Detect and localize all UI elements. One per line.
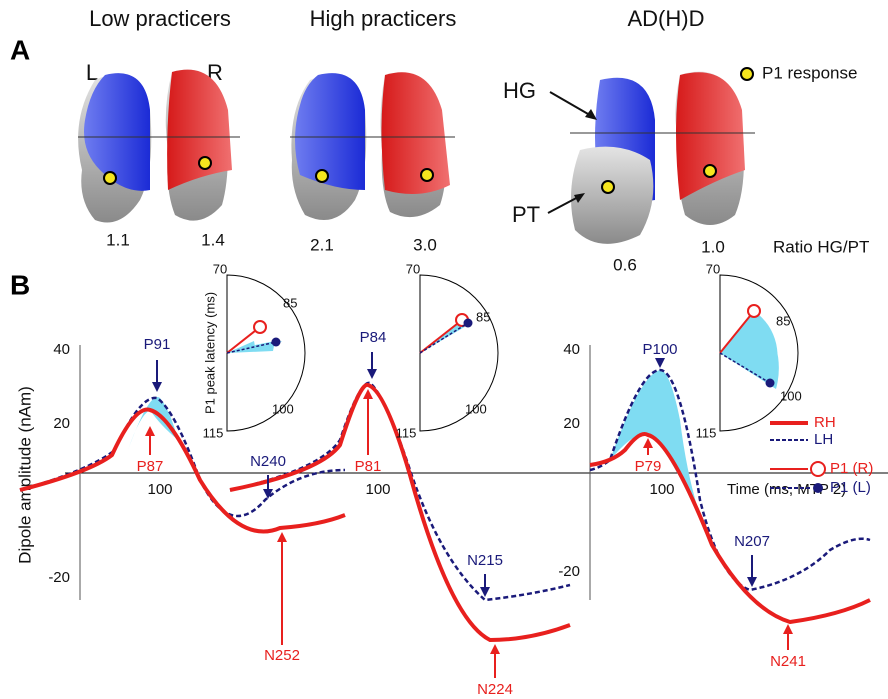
x-axis-label: Time (ms, MTP 2): [727, 481, 846, 498]
peak-label: N207: [734, 533, 770, 550]
brain-pair: [78, 70, 240, 223]
panel-label: B: [10, 269, 30, 300]
ratio-value: 1.0: [701, 237, 725, 256]
peak-label: N224: [477, 681, 513, 698]
figure: A Low practicers High practicers AD(H)D …: [0, 0, 888, 699]
y-tick-label: 40: [563, 341, 580, 358]
peak-label: N240: [250, 453, 286, 470]
polar-tick: 85: [283, 295, 297, 310]
polar-tick: 85: [476, 309, 490, 324]
peak-label: N241: [770, 653, 806, 670]
polar-tick: 100: [465, 401, 487, 416]
legend-swatch: [811, 462, 825, 476]
legend-label: P1 (R): [830, 460, 873, 477]
panel-label: A: [10, 34, 30, 65]
legend-swatch: [813, 483, 823, 493]
peak-label: P79: [635, 458, 662, 475]
peak-label: P87: [137, 458, 164, 475]
polar-axis-label: P1 peak latency (ms): [202, 292, 217, 414]
polar-inset: [720, 275, 798, 431]
y-tick-label: -20: [48, 569, 70, 586]
x-tick-label: 100: [147, 481, 172, 498]
ratio-value: 2.1: [310, 235, 334, 254]
peak-label: N215: [467, 552, 503, 569]
ratio-label: Ratio HG/PT: [773, 237, 869, 256]
polar-tick: 100: [272, 401, 294, 416]
y-tick-label: 20: [563, 415, 580, 432]
polar-tick: 85: [776, 313, 790, 328]
legend-label: LH: [814, 431, 833, 448]
polar-tick: 70: [706, 261, 720, 276]
y-tick-label: 40: [53, 341, 70, 358]
ratio-value: 1.1: [106, 230, 130, 249]
polar-tick: 100: [780, 388, 802, 403]
brain-pair: [290, 72, 455, 220]
ratio-value: 3.0: [413, 235, 437, 254]
y-tick-label: -20: [558, 563, 580, 580]
brain-images: [78, 68, 755, 244]
y-tick-label: 20: [53, 415, 70, 432]
peak-label: P100: [642, 341, 677, 358]
peak-label: P84: [360, 329, 387, 346]
peak-label: N252: [264, 647, 300, 664]
polar-tick: 115: [696, 425, 717, 440]
polar-tick: 70: [213, 261, 227, 276]
group-title: High practicers: [310, 6, 457, 31]
legend-label: P1 (L): [830, 479, 871, 496]
peak-label: P91: [144, 336, 171, 353]
group-title: AD(H)D: [628, 6, 705, 31]
polar-tick: 70: [406, 261, 420, 276]
region-label: HG: [503, 78, 536, 103]
legend-label: RH: [814, 414, 836, 431]
ratio-value: 0.6: [613, 255, 637, 274]
x-tick-label: 100: [365, 481, 390, 498]
x-tick-label: 100: [649, 481, 674, 498]
ratio-value: 1.4: [201, 230, 225, 249]
y-axis-label: Dipole amplitude (nAm): [15, 386, 34, 564]
peak-label: P81: [355, 458, 382, 475]
brain-pair: [548, 72, 755, 244]
region-label: PT: [512, 202, 540, 227]
polar-tick: 115: [396, 425, 417, 440]
polar-tick: 115: [203, 425, 224, 440]
group-title: Low practicers: [89, 6, 231, 31]
legend-label: P1 response: [762, 63, 857, 82]
